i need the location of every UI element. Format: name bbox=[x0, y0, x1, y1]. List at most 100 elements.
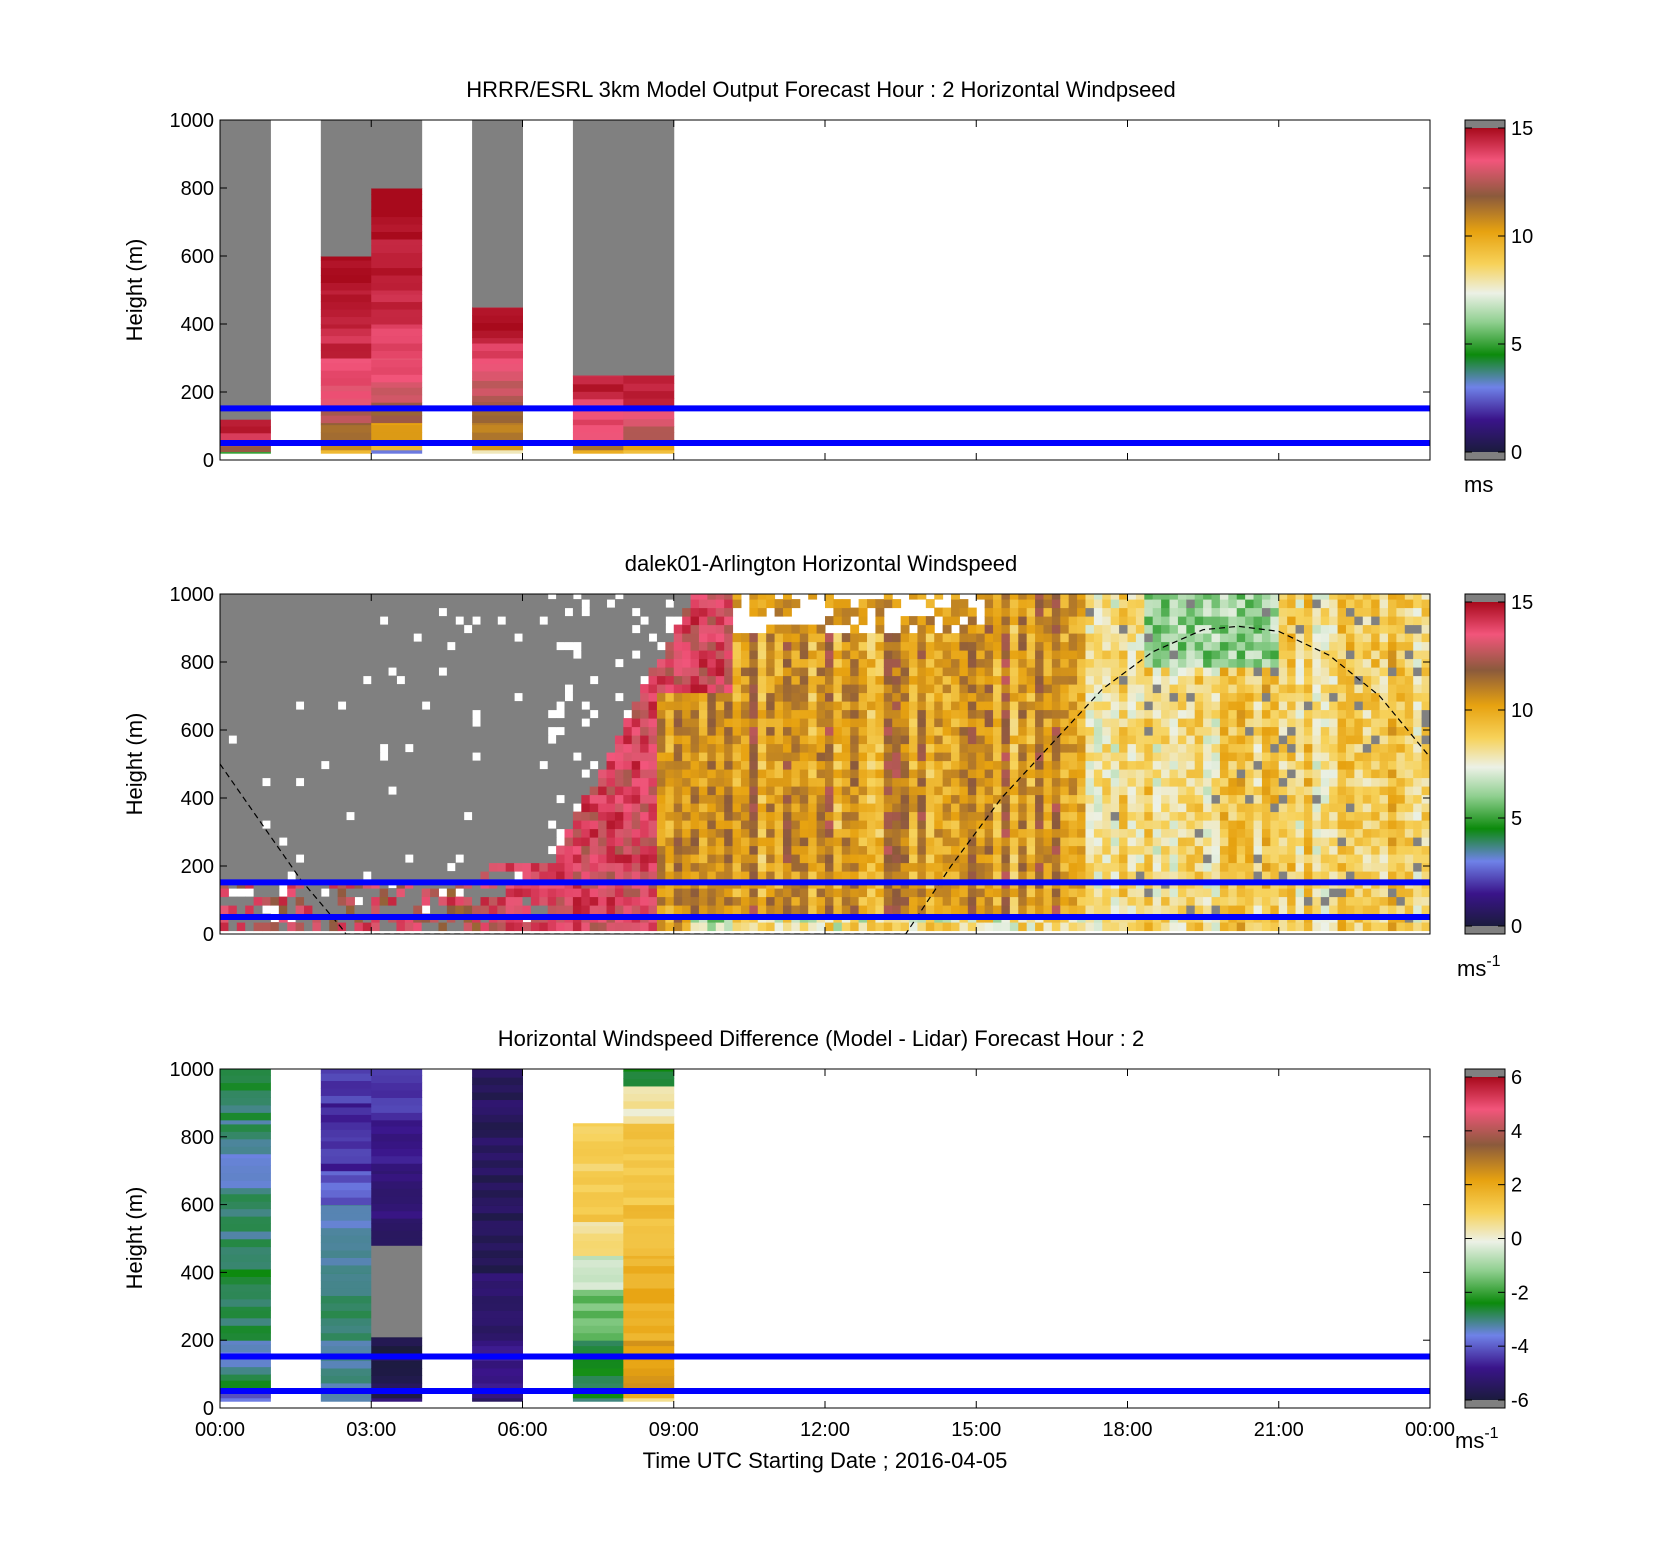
heatmap-cell bbox=[371, 394, 423, 403]
heatmap-cell bbox=[262, 786, 271, 796]
heatmap-cell bbox=[396, 607, 406, 617]
heatmap-cell bbox=[1219, 692, 1229, 702]
heatmap-cell bbox=[287, 633, 297, 643]
heatmap-cell bbox=[1068, 760, 1078, 770]
heatmap-cell bbox=[530, 888, 540, 898]
heatmap-cell bbox=[1060, 735, 1070, 745]
heatmap-cell bbox=[925, 658, 935, 668]
heatmap-cell bbox=[673, 769, 683, 779]
heatmap-cell bbox=[320, 607, 330, 617]
heatmap-cell bbox=[497, 837, 507, 847]
heatmap-cell bbox=[1211, 641, 1221, 651]
heatmap-cell bbox=[220, 905, 229, 915]
heatmap-cell bbox=[413, 777, 423, 787]
heatmap-cell bbox=[1018, 701, 1028, 711]
heatmap-cell bbox=[1219, 786, 1229, 796]
heatmap-cell bbox=[589, 777, 599, 787]
heatmap-cell bbox=[1211, 607, 1221, 617]
heatmap-cell bbox=[1194, 871, 1204, 881]
heatmap-cell bbox=[253, 837, 263, 847]
heatmap-cell bbox=[253, 862, 263, 872]
heatmap-cell bbox=[270, 811, 280, 821]
heatmap-cell bbox=[1236, 769, 1246, 779]
heatmap-cell bbox=[278, 828, 288, 838]
heatmap-cell bbox=[1135, 624, 1145, 634]
heatmap-cell bbox=[623, 752, 633, 762]
heatmap-cell bbox=[614, 718, 624, 728]
heatmap-cell bbox=[951, 777, 960, 787]
heatmap-cell bbox=[505, 726, 515, 736]
heatmap-cell bbox=[993, 650, 1002, 660]
heatmap-cell bbox=[1018, 777, 1028, 787]
heatmap-cell bbox=[455, 828, 465, 838]
heatmap-cell bbox=[514, 599, 523, 609]
heatmap-cell bbox=[917, 803, 927, 813]
heatmap-cell bbox=[262, 658, 271, 668]
heatmap-cell bbox=[346, 616, 355, 626]
heatmap-cell bbox=[371, 922, 381, 932]
heatmap-cell bbox=[320, 820, 330, 830]
heatmap-cell bbox=[312, 650, 322, 660]
heatmap-cell bbox=[1211, 633, 1221, 643]
heatmap-cell bbox=[850, 862, 860, 872]
heatmap-cell bbox=[539, 803, 549, 813]
heatmap-cell bbox=[228, 726, 238, 736]
heatmap-cell bbox=[497, 803, 507, 813]
heatmap-cell bbox=[1203, 811, 1213, 821]
heatmap-cell bbox=[883, 786, 893, 796]
heatmap-cell bbox=[673, 709, 683, 719]
heatmap-cell bbox=[1060, 650, 1070, 660]
heatmap-cell bbox=[295, 650, 305, 660]
heatmap-cell bbox=[581, 752, 591, 762]
heatmap-cell bbox=[841, 684, 851, 694]
heatmap-cell bbox=[446, 599, 456, 609]
heatmap-cell bbox=[505, 828, 515, 838]
heatmap-cell bbox=[253, 599, 263, 609]
heatmap-cell bbox=[1035, 769, 1044, 779]
heatmap-cell bbox=[488, 718, 498, 728]
heatmap-cell bbox=[438, 735, 448, 745]
heatmap-cell bbox=[572, 120, 624, 376]
heatmap-cell bbox=[1245, 854, 1255, 864]
heatmap-cell bbox=[782, 641, 792, 651]
heatmap-cell bbox=[354, 845, 364, 855]
heatmap-cell bbox=[808, 675, 818, 685]
heatmap-cell bbox=[421, 607, 431, 617]
heatmap-cell bbox=[1135, 718, 1145, 728]
heatmap-cell bbox=[942, 726, 952, 736]
heatmap-cell bbox=[682, 777, 692, 787]
heatmap-cell bbox=[1026, 871, 1036, 881]
heatmap-cell bbox=[1068, 794, 1078, 804]
heatmap-cell bbox=[841, 599, 851, 609]
heatmap-cell bbox=[320, 407, 372, 416]
heatmap-cell bbox=[1102, 896, 1112, 906]
heatmap-cell bbox=[438, 726, 448, 736]
heatmap-cell bbox=[320, 294, 372, 303]
heatmap-cell bbox=[1144, 641, 1154, 651]
heatmap-cell bbox=[362, 650, 372, 660]
heatmap-cell bbox=[463, 777, 473, 787]
heatmap-cell bbox=[1245, 888, 1255, 898]
heatmap-cell bbox=[967, 862, 977, 872]
heatmap-cell bbox=[808, 650, 818, 660]
heatmap-cell bbox=[1009, 650, 1019, 660]
heatmap-cell bbox=[1043, 854, 1053, 864]
heatmap-cell bbox=[1068, 658, 1078, 668]
heatmap-cell bbox=[1077, 633, 1086, 643]
heatmap-cell bbox=[1186, 743, 1196, 753]
heatmap-cell bbox=[1077, 718, 1086, 728]
heatmap-cell bbox=[404, 726, 414, 736]
heatmap-cell bbox=[556, 692, 566, 702]
heatmap-cell bbox=[1127, 888, 1137, 898]
heatmap-cell bbox=[606, 828, 616, 838]
heatmap-cell bbox=[841, 718, 851, 728]
heatmap-cell bbox=[715, 786, 725, 796]
heatmap-cell bbox=[1077, 896, 1086, 906]
heatmap-cell bbox=[522, 888, 532, 898]
heatmap-cell bbox=[396, 760, 406, 770]
heatmap-cell bbox=[354, 743, 364, 753]
heatmap-cell bbox=[572, 845, 582, 855]
heatmap-cell bbox=[354, 871, 364, 881]
heatmap-cell bbox=[253, 624, 263, 634]
heatmap-cell bbox=[379, 803, 389, 813]
